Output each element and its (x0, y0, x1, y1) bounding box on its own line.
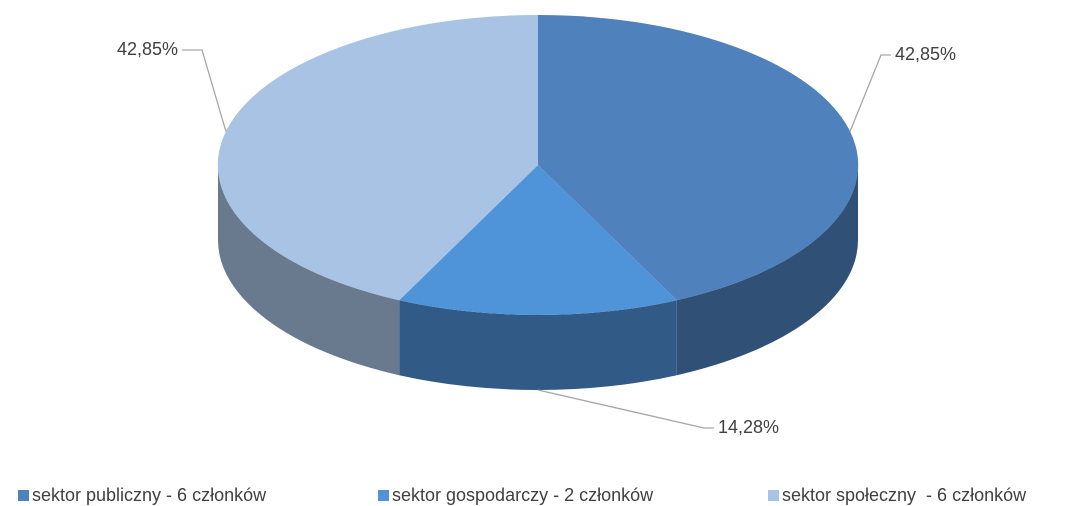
pie-slice (399, 165, 677, 316)
pie-slice (538, 14, 859, 301)
leader-line (849, 54, 891, 132)
legend-label: sektor społeczny - 6 członków (782, 485, 1027, 505)
pie-slice-side (217, 165, 400, 376)
legend-swatch (18, 490, 29, 501)
legend-swatch (378, 490, 389, 501)
data-label: 42,85% (117, 39, 178, 59)
legend-label: sektor publiczny - 6 członków (32, 485, 267, 505)
leader-line (182, 49, 227, 132)
data-label: 42,85% (895, 44, 956, 64)
pie-slice-side (676, 165, 859, 376)
leader-line (537, 389, 714, 429)
pie-slice-side (399, 300, 677, 391)
data-label: 14,28% (718, 417, 779, 437)
pie-slice (217, 14, 538, 301)
legend-swatch (768, 490, 779, 501)
legend-label: sektor gospodarczy - 2 członków (392, 485, 654, 505)
